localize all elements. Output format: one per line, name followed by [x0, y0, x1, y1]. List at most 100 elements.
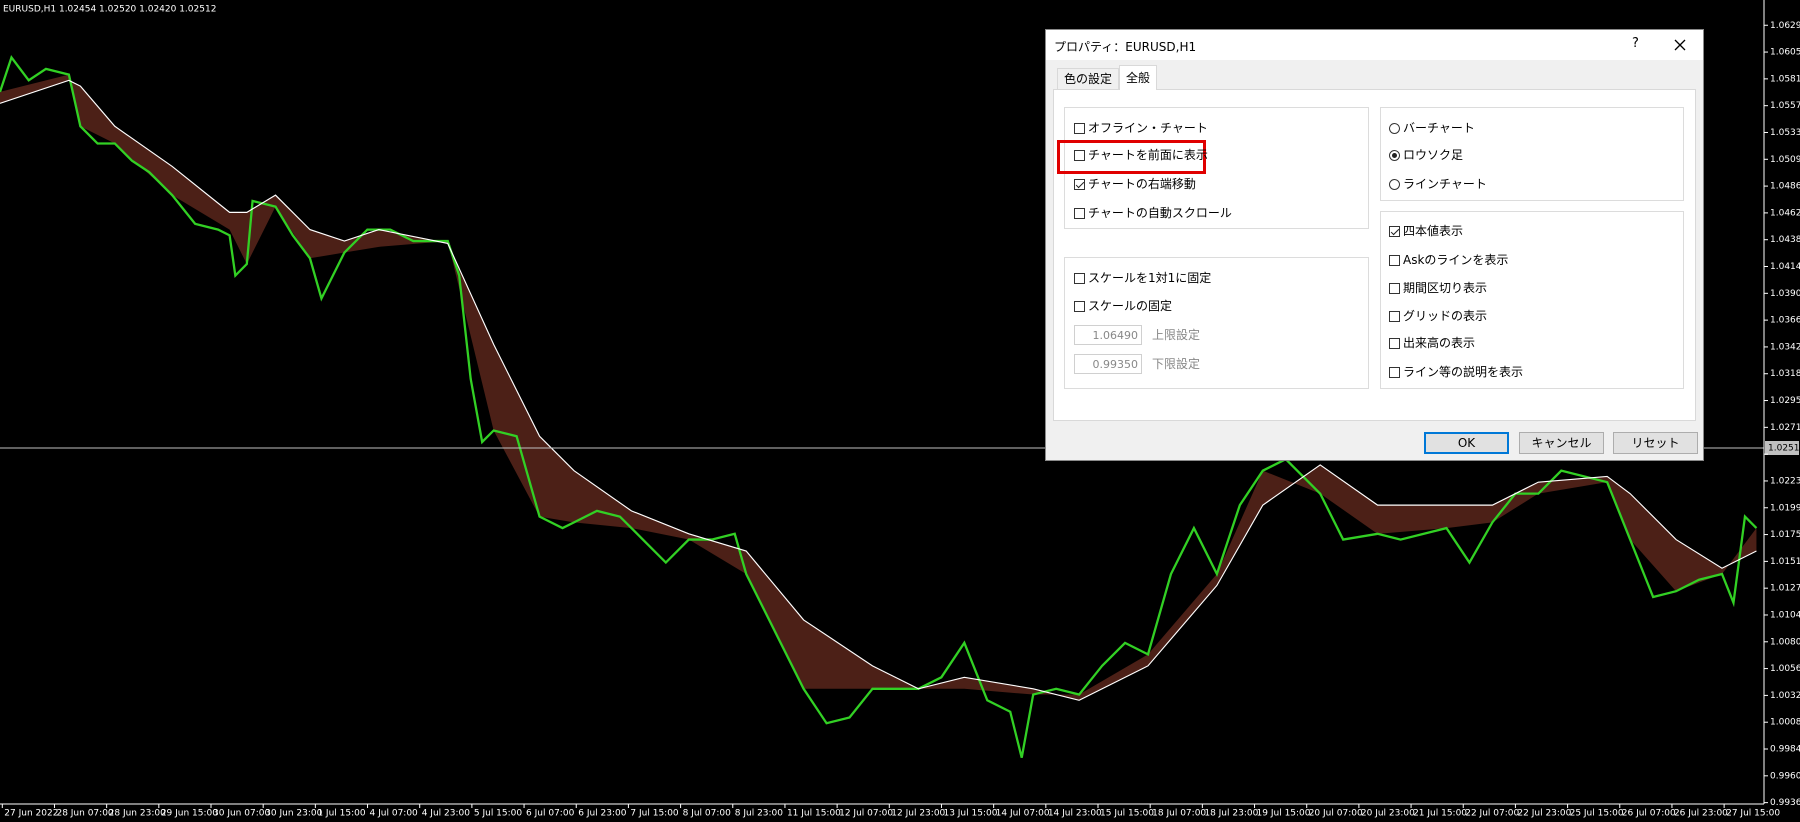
checkbox[interactable]: [1389, 338, 1400, 349]
checkbox[interactable]: [1389, 311, 1400, 322]
checkbox[interactable]: [1074, 208, 1085, 219]
display-setting[interactable]: 四本値表示: [1389, 222, 1463, 240]
price-label: 0.99365: [1770, 798, 1800, 808]
radio[interactable]: [1389, 150, 1400, 161]
time-label: 25 Jul 15:00: [1570, 809, 1624, 819]
checkbox[interactable]: [1074, 273, 1085, 284]
time-label: 5 Jul 15:00: [474, 809, 523, 819]
option-label: ライン等の説明を表示: [1403, 365, 1524, 379]
time-label: 12 Jul 23:00: [891, 809, 945, 819]
help-button[interactable]: ?: [1632, 36, 1639, 51]
price-label: 1.03905: [1770, 289, 1800, 299]
display-setting[interactable]: Askのラインを表示: [1389, 251, 1508, 269]
tab-panel: [1053, 89, 1696, 421]
time-label: 11 Jul 15:00: [787, 809, 841, 819]
option-label: チャートの自動スクロール: [1088, 206, 1232, 220]
price-label: 1.01040: [1770, 610, 1800, 620]
chart-type-group: [1380, 107, 1684, 201]
price-label: 1.04860: [1770, 182, 1800, 192]
time-label: 4 Jul 07:00: [370, 809, 419, 819]
time-label: 30 Jun 07:00: [213, 809, 270, 819]
price-label: 1.00320: [1770, 691, 1800, 701]
display-option[interactable]: チャートを前面に表示: [1074, 146, 1208, 164]
tab[interactable]: 全般: [1119, 65, 1158, 90]
option-label: 期間区切り表示: [1403, 281, 1488, 295]
time-label: 26 Jul 23:00: [1674, 809, 1728, 819]
price-label: 1.05335: [1770, 128, 1800, 138]
scale-option[interactable]: スケールの固定: [1074, 297, 1172, 315]
checkbox[interactable]: [1389, 226, 1400, 237]
time-label: 14 Jul 07:00: [996, 809, 1050, 819]
display-option[interactable]: チャートの自動スクロール: [1074, 204, 1232, 222]
price-plot: [0, 54, 1758, 758]
price-label: 1.01755: [1770, 530, 1800, 540]
scale-field[interactable]: 1.06490: [1074, 325, 1142, 345]
time-label: 12 Jul 07:00: [839, 809, 893, 819]
checkbox[interactable]: [1074, 150, 1085, 161]
radio[interactable]: [1389, 179, 1400, 190]
price-label: 1.04620: [1770, 208, 1800, 218]
price-label: 1.05810: [1770, 74, 1800, 84]
time-label: 7 Jul 15:00: [630, 809, 679, 819]
current-price-box: [1765, 441, 1799, 455]
tab[interactable]: 色の設定: [1057, 68, 1120, 89]
dialog-button[interactable]: リセット: [1613, 432, 1698, 454]
display-setting[interactable]: グリッドの表示: [1389, 307, 1487, 325]
chart-type-option[interactable]: ラインチャート: [1389, 175, 1487, 193]
time-label: 28 Jun 07:00: [56, 809, 113, 819]
time-label: 6 Jul 23:00: [578, 809, 627, 819]
option-label: チャートの右端移動: [1088, 177, 1196, 191]
price-label: 0.99605: [1770, 771, 1800, 781]
dialog-button[interactable]: OK: [1424, 432, 1509, 454]
checkbox[interactable]: [1074, 123, 1085, 134]
price-label: 1.01990: [1770, 503, 1800, 513]
display-setting[interactable]: ライン等の説明を表示: [1389, 363, 1523, 381]
chart-type-option[interactable]: ロウソク足: [1389, 146, 1463, 164]
checkbox[interactable]: [1074, 179, 1085, 190]
display-option[interactable]: オフライン・チャート: [1074, 119, 1208, 137]
chart-type-option[interactable]: バーチャート: [1389, 119, 1475, 137]
time-label: 21 Jul 15:00: [1413, 809, 1467, 819]
price-label: 1.03665: [1770, 316, 1800, 326]
price-label: 1.04140: [1770, 262, 1800, 272]
checkbox[interactable]: [1389, 367, 1400, 378]
price-label: 1.00560: [1770, 664, 1800, 674]
time-label: 6 Jul 07:00: [526, 809, 575, 819]
time-label: 15 Jul 15:00: [1100, 809, 1154, 819]
candles: [0, 54, 1758, 758]
checkbox[interactable]: [1389, 255, 1400, 266]
time-label: 27 Jul 15:00: [1726, 809, 1780, 819]
display-setting[interactable]: 期間区切り表示: [1389, 279, 1487, 297]
checkbox[interactable]: [1074, 301, 1085, 312]
price-label: 1.02950: [1770, 396, 1800, 406]
checkbox[interactable]: [1389, 283, 1400, 294]
close-button[interactable]: [1674, 39, 1686, 51]
option-label: 四本値表示: [1403, 224, 1464, 238]
price-label: 1.04380: [1770, 235, 1800, 245]
time-label: 26 Jul 07:00: [1622, 809, 1676, 819]
price-label: 1.00085: [1770, 718, 1800, 728]
time-label: 30 Jun 23:00: [265, 809, 322, 819]
price-label: 1.05095: [1770, 155, 1800, 165]
price-label: 1.00800: [1770, 637, 1800, 647]
display-setting[interactable]: 出来高の表示: [1389, 334, 1475, 352]
dialog-button[interactable]: キャンセル: [1519, 432, 1604, 454]
display-option[interactable]: チャートの右端移動: [1074, 175, 1196, 193]
current-price-label: 1.02512: [1768, 444, 1800, 454]
option-label: ラインチャート: [1403, 177, 1487, 191]
price-label: 1.01275: [1770, 584, 1800, 594]
scale-field[interactable]: 0.99350: [1074, 354, 1142, 374]
radio[interactable]: [1389, 123, 1400, 134]
scale-option[interactable]: スケールを1対1に固定: [1074, 269, 1211, 287]
option-label: スケールを1対1に固定: [1088, 271, 1212, 285]
price-label: 1.05575: [1770, 101, 1800, 111]
time-label: 4 Jul 23:00: [422, 809, 471, 819]
properties-dialog: プロパティ：EURUSD,H1 ? 色の設定 全般 オフライン・チャート チャートを前…: [1045, 29, 1704, 461]
time-label: 20 Jul 23:00: [1361, 809, 1415, 819]
option-label: バーチャート: [1403, 121, 1475, 135]
price-label: 0.99845: [1770, 745, 1800, 755]
time-label: 22 Jul 23:00: [1517, 809, 1571, 819]
options-group: [1380, 211, 1684, 389]
